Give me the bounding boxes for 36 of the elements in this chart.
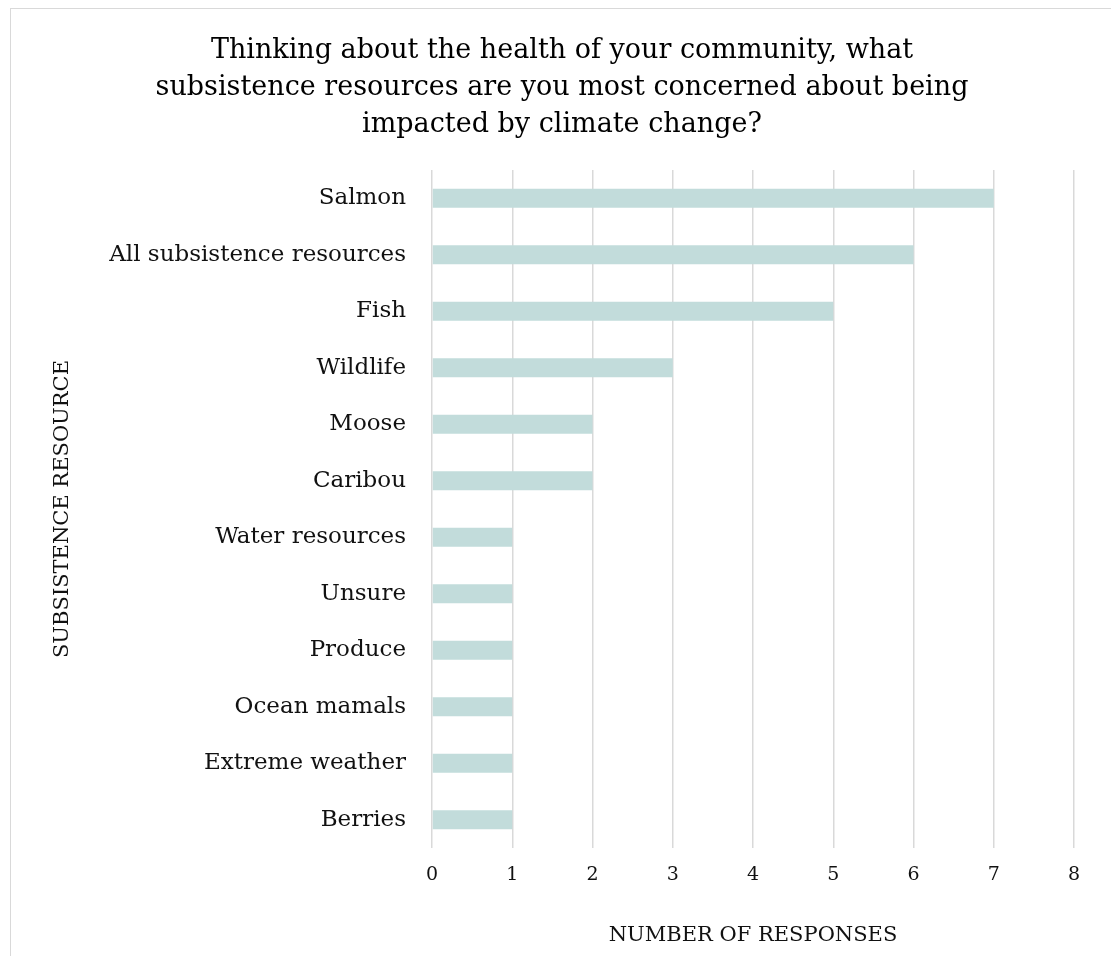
bar [432, 245, 914, 265]
bar [432, 810, 513, 830]
bar [432, 301, 834, 321]
bar [432, 471, 593, 491]
x-tick-label: 6 [907, 862, 920, 885]
bar [432, 753, 513, 773]
x-tick-label: 3 [666, 862, 679, 885]
bar [432, 640, 513, 660]
x-tick-label: 5 [827, 862, 840, 885]
bar [432, 527, 513, 547]
chart-title: Thinking about the health of your community, what subsistence resources are you most concerned about being impacted by climate change? [154, 32, 970, 140]
y-tick-label: Extreme weather [203, 748, 406, 775]
y-tick-label: Fish [356, 296, 407, 323]
y-axis-title: SUBSISTENCE RESOURCE [49, 359, 74, 659]
x-tick-label: 7 [987, 862, 1000, 885]
y-tick-label: Unsure [320, 578, 406, 605]
y-tick-label: Salmon [318, 183, 407, 210]
y-tick-label: Moose [329, 409, 406, 436]
x-tick-label: 4 [746, 862, 760, 885]
x-axis-title: NUMBER OF RESPONSES [608, 921, 898, 946]
y-tick-label: Wildlife [316, 352, 406, 379]
x-tick-label: 2 [586, 862, 599, 885]
bar [432, 358, 673, 378]
x-tick-label: 8 [1067, 862, 1081, 885]
bar [432, 584, 513, 604]
bar [432, 188, 994, 208]
y-tick-label: Ocean mamals [234, 691, 406, 718]
y-tick-label: All subsistence resources [108, 239, 406, 266]
y-tick-label: Berries [320, 804, 406, 831]
x-tick-label: 1 [506, 862, 519, 885]
bar [432, 414, 593, 434]
x-tick-label: 0 [425, 862, 439, 885]
y-tick-label: Water resources [215, 522, 406, 549]
y-tick-label: Caribou [312, 465, 406, 492]
bar [432, 697, 513, 717]
y-tick-label: Produce [309, 635, 406, 662]
